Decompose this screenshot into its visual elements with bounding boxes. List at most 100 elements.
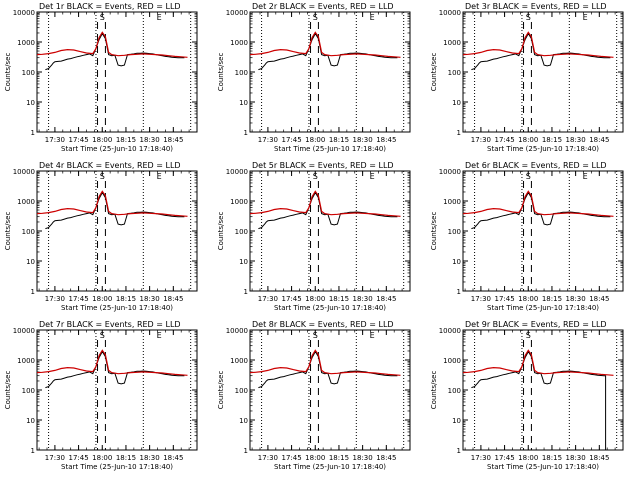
saa-start-marker: S — [100, 13, 105, 22]
x-axis-label: Start Time (25-Jun-10 17:18:40) — [487, 145, 599, 153]
detector-panel: Det 6r BLACK = Events, RED = LLD 1 10 100 10… — [430, 161, 624, 312]
panel-title: Det 7r BLACK = Events, RED = LLD — [39, 320, 181, 329]
detector-panel: Det 9r BLACK = Events, RED = LLD 1 10 100 10… — [430, 320, 624, 471]
detector-panel: Det 7r BLACK = Events, RED = LLD 1 10 100 10… — [4, 320, 198, 471]
plot-frame — [462, 170, 624, 292]
panel-title: Det 5r BLACK = Events, RED = LLD — [252, 161, 394, 170]
x-tick-label: 17:30 — [45, 295, 65, 303]
panel-title: Det 4r BLACK = Events, RED = LLD — [39, 161, 181, 170]
saa-end-marker: E — [583, 172, 588, 181]
y-axis-label: Counts/sec — [4, 53, 12, 92]
y-tick-label: 10000 — [13, 9, 35, 17]
y-tick-label: 10000 — [226, 168, 248, 176]
x-tick-label: 18:15 — [542, 136, 562, 144]
x-tick-label: 17:45 — [494, 136, 514, 144]
y-tick-label: 10 — [239, 99, 248, 107]
y-tick-label: 10 — [239, 258, 248, 266]
x-tick-label: 17:30 — [471, 136, 491, 144]
x-axis-label: Start Time (25-Jun-10 17:18:40) — [274, 145, 386, 153]
y-tick-label: 100 — [22, 387, 35, 395]
y-tick-label: 1000 — [230, 39, 248, 47]
x-axis-label: Start Time (25-Jun-10 17:18:40) — [61, 304, 173, 312]
y-tick-label: 10 — [26, 258, 35, 266]
x-tick-label: 17:45 — [68, 295, 88, 303]
x-tick-label: 18:00 — [92, 295, 112, 303]
y-tick-label: 100 — [22, 228, 35, 236]
x-tick-label: 17:30 — [45, 136, 65, 144]
x-tick-label: 18:15 — [329, 295, 349, 303]
y-tick-label: 10000 — [226, 9, 248, 17]
lld-series-line — [249, 349, 401, 376]
plot-frame — [36, 170, 198, 292]
x-tick-label: 18:45 — [376, 454, 396, 462]
x-tick-label: 17:30 — [45, 454, 65, 462]
panel-title: Det 6r BLACK = Events, RED = LLD — [465, 161, 607, 170]
y-tick-label: 1000 — [17, 357, 35, 365]
y-tick-label: 1 — [31, 447, 35, 455]
y-tick-label: 100 — [448, 69, 461, 77]
y-tick-label: 1000 — [230, 357, 248, 365]
x-tick-label: 18:15 — [542, 295, 562, 303]
y-tick-label: 10000 — [439, 9, 461, 17]
y-tick-label: 10 — [26, 417, 35, 425]
panel-title: Det 1r BLACK = Events, RED = LLD — [39, 2, 181, 11]
plot-frame — [249, 11, 411, 133]
y-tick-label: 100 — [448, 228, 461, 236]
x-tick-label: 17:45 — [68, 454, 88, 462]
lld-series-line — [462, 349, 614, 376]
y-axis-label: Counts/sec — [430, 53, 438, 92]
detector-panel: Det 8r BLACK = Events, RED = LLD 1 10 100 10… — [217, 320, 411, 471]
y-tick-label: 1000 — [17, 39, 35, 47]
y-axis-label: Counts/sec — [217, 212, 225, 251]
y-axis-label: Counts/sec — [4, 212, 12, 251]
y-tick-label: 10000 — [13, 168, 35, 176]
y-tick-label: 1 — [244, 447, 248, 455]
events-series-line — [258, 32, 398, 71]
x-tick-label: 18:30 — [353, 454, 373, 462]
x-tick-label: 17:30 — [258, 454, 278, 462]
lld-series-line — [36, 190, 188, 217]
x-tick-label: 17:45 — [494, 295, 514, 303]
y-tick-label: 10000 — [439, 168, 461, 176]
lld-series-line — [249, 190, 401, 217]
events-series-line — [258, 191, 398, 230]
y-tick-label: 1 — [457, 447, 461, 455]
x-axis-label: Start Time (25-Jun-10 17:18:40) — [487, 463, 599, 471]
lld-series-line — [462, 190, 614, 217]
x-tick-label: 18:15 — [116, 295, 136, 303]
saa-end-marker: E — [157, 331, 162, 340]
y-tick-label: 1 — [31, 129, 35, 137]
lld-series-line — [36, 349, 188, 376]
x-axis-label: Start Time (25-Jun-10 17:18:40) — [274, 463, 386, 471]
x-tick-label: 17:30 — [258, 136, 278, 144]
lld-series-line — [36, 31, 188, 58]
x-tick-label: 18:45 — [163, 295, 183, 303]
y-tick-label: 10 — [452, 417, 461, 425]
x-tick-label: 18:45 — [163, 454, 183, 462]
y-axis-label: Counts/sec — [217, 371, 225, 410]
panel-title: Det 8r BLACK = Events, RED = LLD — [252, 320, 394, 329]
y-tick-label: 1 — [457, 129, 461, 137]
x-tick-label: 17:45 — [281, 295, 301, 303]
y-tick-label: 10 — [26, 99, 35, 107]
y-tick-label: 10000 — [13, 327, 35, 335]
x-axis-label: Start Time (25-Jun-10 17:18:40) — [61, 463, 173, 471]
y-tick-label: 1000 — [230, 198, 248, 206]
saa-start-marker: S — [526, 13, 531, 22]
saa-start-marker: S — [313, 13, 318, 22]
events-series-line — [45, 32, 185, 71]
saa-start-marker: S — [526, 172, 531, 181]
plot-frame — [249, 329, 411, 451]
x-tick-label: 17:30 — [471, 295, 491, 303]
saa-end-marker: E — [583, 13, 588, 22]
y-tick-label: 1 — [244, 129, 248, 137]
plot-frame — [462, 329, 624, 451]
x-tick-label: 17:45 — [281, 136, 301, 144]
saa-start-marker: S — [313, 331, 318, 340]
x-tick-label: 18:30 — [353, 295, 373, 303]
y-tick-label: 1000 — [443, 39, 461, 47]
y-tick-label: 10000 — [226, 327, 248, 335]
x-tick-label: 18:30 — [140, 454, 160, 462]
saa-start-marker: S — [313, 172, 318, 181]
